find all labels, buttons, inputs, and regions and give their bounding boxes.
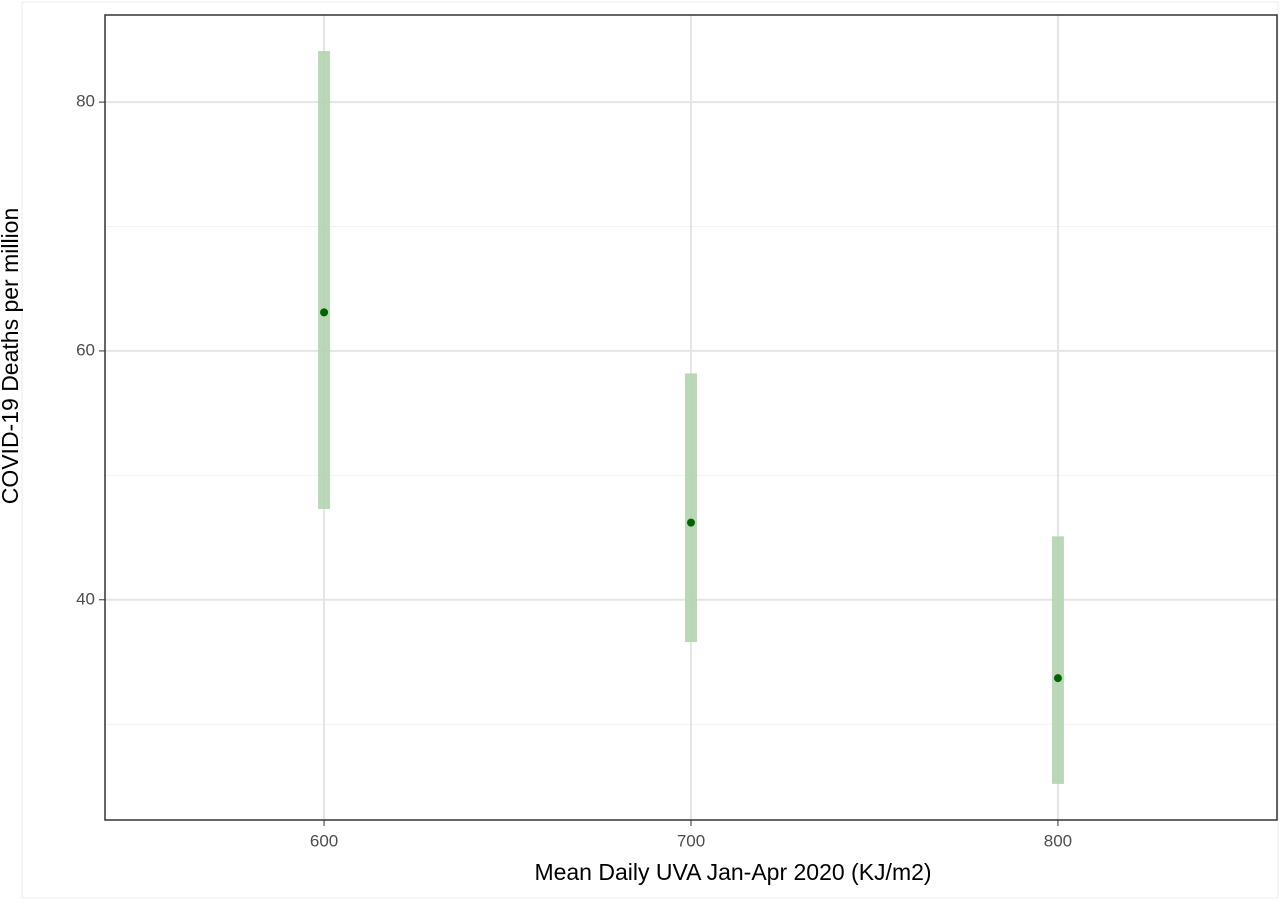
x-tick-label: 600 xyxy=(310,831,338,850)
range-bar xyxy=(318,51,331,509)
point xyxy=(687,518,695,527)
point xyxy=(320,308,329,317)
x-axis-title: Mean Daily UVA Jan-Apr 2020 (KJ/m2) xyxy=(534,859,931,885)
point xyxy=(1053,674,1062,683)
figure-frame xyxy=(21,1,1279,899)
y-tick-label: 80 xyxy=(76,92,95,111)
x-tick-label: 800 xyxy=(1044,831,1072,850)
panel-border xyxy=(104,14,1278,821)
range-bar xyxy=(1051,536,1064,784)
y-tick-label: 40 xyxy=(76,589,95,608)
y-axis-title: COVID-19 Deaths per million xyxy=(0,208,23,505)
range-bar xyxy=(685,373,697,643)
y-tick-label: 60 xyxy=(76,340,95,359)
x-tick-label: 700 xyxy=(677,831,705,850)
